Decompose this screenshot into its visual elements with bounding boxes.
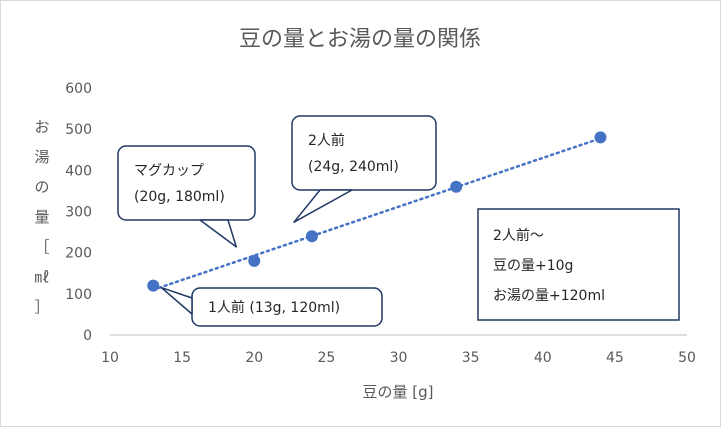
x-tick-label: 40 (534, 350, 552, 366)
y-axis-title-char: ［ (34, 238, 49, 256)
callout-text: マグカップ (134, 163, 204, 179)
x-tick-label: 25 (317, 350, 335, 366)
callout-text: (24g, 240ml) (308, 159, 399, 175)
trendline-path (152, 137, 602, 291)
note-text: お湯の量+120ml (493, 287, 605, 304)
callout: マグカップ (20g, 180ml) (117, 145, 256, 248)
data-point (305, 230, 318, 243)
data-point (147, 279, 160, 292)
callout-box (117, 145, 256, 221)
y-axis-title-char: お (34, 118, 49, 136)
callout-text: (20g, 180ml) (134, 189, 225, 205)
x-tick-label: 45 (606, 350, 624, 366)
y-axis-title-char: ］ (34, 298, 49, 316)
note-box-frame (477, 208, 680, 321)
data-point (594, 131, 607, 144)
y-tick-label: 400 (65, 163, 92, 179)
y-axis-title-char: ㎖ (34, 268, 49, 286)
callout-tail (293, 189, 353, 223)
y-tick-label: 500 (65, 122, 92, 138)
callout-tail (199, 219, 237, 248)
y-axis-title: お湯の量 ［ ㎖ ］ (34, 118, 49, 316)
chart-title: 豆の量とお湯の量の関係 (239, 27, 481, 52)
y-axis-title-char: の (34, 178, 49, 196)
y-tick-label: 0 (83, 328, 92, 344)
note-box: 2人前〜豆の量+10g お湯の量+120ml (477, 208, 680, 321)
data-points (147, 131, 607, 292)
y-axis-title-char: 量 (34, 208, 49, 226)
callout-text: 1人前 (13g, 120ml) (208, 299, 340, 316)
y-tick-label: 600 (65, 81, 92, 97)
y-axis-title-char: 湯 (34, 148, 49, 166)
x-axis-title: 豆の量 [g] (363, 383, 434, 401)
y-tick-label: 100 (65, 287, 92, 303)
callout: 1人前 (13g, 120ml) (160, 286, 383, 327)
x-tick-label: 30 (390, 350, 408, 366)
callout-tail (160, 286, 193, 315)
y-tick-label: 300 (65, 205, 92, 221)
callout-box (291, 115, 437, 191)
x-tick-label: 20 (245, 350, 263, 366)
y-tick-labels: 0 100 200 300 400 500 600 (65, 81, 92, 344)
y-tick-label: 200 (65, 246, 92, 262)
note-text: 豆の量+10g (493, 258, 573, 274)
x-tick-labels: 10 15 20 25 30 35 40 45 50 (101, 350, 696, 366)
note-text: 2人前〜 (493, 227, 544, 244)
x-tick-label: 35 (462, 350, 480, 366)
data-point (248, 254, 261, 267)
x-tick-label: 50 (678, 350, 696, 366)
callout-text: 2人前 (308, 132, 345, 149)
data-point (450, 180, 463, 193)
trendline (152, 137, 602, 291)
x-tick-label: 10 (101, 350, 119, 366)
x-tick-label: 15 (173, 350, 191, 366)
callouts: マグカップ (20g, 180ml) 2人前 (24g, 240ml) 1人前 (13g… (117, 115, 437, 327)
callout: 2人前 (24g, 240ml) (291, 115, 437, 223)
